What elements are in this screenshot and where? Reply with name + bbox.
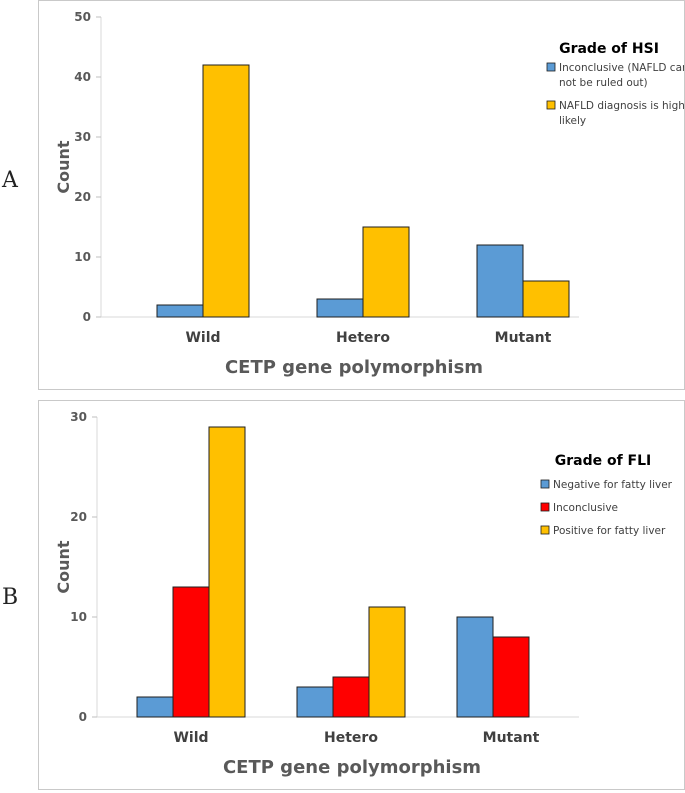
chart-a: 0 10 20 30 40 50 Wild Hetero Mutant CETP gene pol… (54, 10, 685, 378)
panel-letter-b: B (2, 585, 19, 610)
bar-mutant-series-2 (492, 636, 530, 718)
panel-letter-a: A (2, 168, 18, 193)
legend-label-2: likely (559, 115, 586, 127)
legend-swatch-1 (540, 479, 550, 489)
x-tick-label: Mutant (483, 730, 540, 746)
bar-wild-series-1 (156, 304, 204, 318)
x-tick-label: Hetero (336, 330, 390, 346)
x-tick-label: Wild (173, 730, 208, 746)
legend-label-2: NAFLD diagnosis is highly (559, 100, 684, 112)
legend-label-2: Inconclusive (553, 502, 618, 514)
chart-panel-a: 0 10 20 30 40 50 Wild Hetero Mutant CETP gene pol… (38, 0, 685, 390)
legend-title: Grade of HSI (559, 41, 659, 57)
y-tick-label: 20 (70, 510, 87, 524)
bar-mutant-series-2 (522, 280, 570, 318)
y-axis-title: Count (54, 140, 73, 194)
y-tick-label: 10 (70, 610, 87, 624)
bar-mutant-series-1 (476, 244, 524, 318)
legend-swatch-2 (540, 502, 550, 512)
legend-swatch-3 (540, 525, 550, 535)
bar-wild-series-1 (136, 696, 174, 718)
y-tick-label: 0 (79, 710, 87, 724)
bar-hetero-series-3 (368, 606, 406, 718)
bar-mutant-series-1 (456, 616, 494, 718)
x-axis-title: CETP gene polymorphism (225, 357, 483, 378)
legend-label-1: not be ruled out) (559, 77, 648, 89)
y-tick-label: 0 (83, 310, 91, 324)
bar-hetero-series-1 (316, 298, 364, 318)
x-tick-label: Hetero (324, 730, 378, 746)
y-tick-label: 50 (74, 10, 91, 24)
legend-label-3: Positive for fatty liver (553, 525, 666, 537)
bar-hetero-series-2 (362, 226, 410, 318)
legend-label-1: Inconclusive (NAFLD can (559, 62, 684, 74)
x-tick-label: Mutant (495, 330, 552, 346)
y-tick-label: 10 (74, 250, 91, 264)
bar-wild-series-2 (172, 586, 210, 718)
y-tick-label: 40 (74, 70, 91, 84)
legend-swatch-1 (546, 62, 556, 72)
legend-label-1: Negative for fatty liver (553, 479, 673, 491)
x-axis-title: CETP gene polymorphism (223, 757, 481, 778)
legend-swatch-2 (546, 100, 556, 110)
chart-panel-b: 0 10 20 30 Wild Hetero Mutant CETP gene polymor… (38, 400, 685, 790)
legend-title: Grade of FLI (555, 453, 652, 469)
bar-hetero-series-2 (332, 676, 370, 718)
y-tick-label: 20 (74, 190, 91, 204)
bar-hetero-series-1 (296, 686, 334, 718)
x-tick-label: Wild (185, 330, 220, 346)
y-tick-label: 30 (70, 410, 87, 424)
bar-wild-series-3 (208, 426, 246, 718)
y-axis-title: Count (54, 540, 73, 594)
bar-wild-series-2 (202, 64, 250, 318)
y-tick-label: 30 (74, 130, 91, 144)
